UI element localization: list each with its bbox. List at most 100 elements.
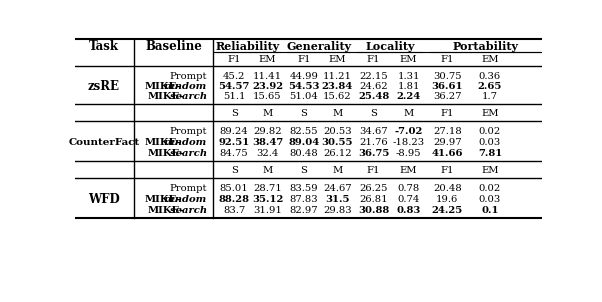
Text: Prompt: Prompt: [170, 72, 207, 81]
Text: 0.1: 0.1: [481, 206, 498, 215]
Text: EM: EM: [329, 55, 346, 64]
Text: search: search: [170, 149, 207, 158]
Text: 29.97: 29.97: [433, 138, 462, 147]
Text: 89.24: 89.24: [220, 127, 249, 136]
Text: F1: F1: [367, 55, 380, 64]
Text: 7.81: 7.81: [478, 149, 502, 158]
Text: 54.53: 54.53: [288, 82, 320, 91]
Text: S: S: [300, 109, 307, 118]
Text: 87.83: 87.83: [290, 195, 318, 204]
Text: 15.62: 15.62: [323, 92, 352, 101]
Text: 0.03: 0.03: [479, 138, 501, 147]
Text: EM: EM: [400, 55, 417, 64]
Text: zsRE: zsRE: [88, 80, 120, 93]
Text: 38.47: 38.47: [252, 138, 283, 147]
Text: 0.02: 0.02: [479, 127, 501, 136]
Text: 29.82: 29.82: [253, 127, 282, 136]
Text: 36.75: 36.75: [358, 149, 389, 158]
Text: Baseline: Baseline: [145, 40, 202, 53]
Text: 0.83: 0.83: [396, 206, 421, 215]
Text: EM: EM: [481, 166, 498, 175]
Text: 51.04: 51.04: [290, 92, 318, 101]
Text: S: S: [231, 166, 238, 175]
Text: 28.71: 28.71: [253, 184, 282, 193]
Text: 23.92: 23.92: [252, 82, 283, 91]
Text: 24.67: 24.67: [323, 184, 352, 193]
Text: -7.02: -7.02: [394, 127, 423, 136]
Text: 34.67: 34.67: [359, 127, 388, 136]
Text: 83.59: 83.59: [290, 184, 318, 193]
Text: search: search: [170, 206, 207, 215]
Text: 29.83: 29.83: [323, 206, 352, 215]
Text: Task: Task: [89, 40, 119, 53]
Text: 1.81: 1.81: [397, 82, 420, 91]
Text: 92.51: 92.51: [219, 138, 250, 147]
Text: -8.95: -8.95: [396, 149, 421, 158]
Text: random: random: [164, 195, 207, 204]
Text: F1: F1: [228, 55, 241, 64]
Text: 20.53: 20.53: [323, 127, 352, 136]
Text: Generality: Generality: [286, 41, 351, 52]
Text: EM: EM: [400, 166, 417, 175]
Text: 30.88: 30.88: [358, 206, 389, 215]
Text: Prompt: Prompt: [170, 184, 207, 193]
Text: MIKE-: MIKE-: [145, 82, 181, 91]
Text: 44.99: 44.99: [290, 72, 318, 81]
Text: 85.01: 85.01: [220, 184, 249, 193]
Text: 0.78: 0.78: [397, 184, 420, 193]
Text: MIKE-: MIKE-: [147, 206, 184, 215]
Text: 23.84: 23.84: [321, 82, 353, 91]
Text: 0.02: 0.02: [479, 184, 501, 193]
Text: 45.2: 45.2: [223, 72, 245, 81]
Text: 26.25: 26.25: [359, 184, 388, 193]
Text: MIKE-: MIKE-: [145, 138, 181, 147]
Text: 31.5: 31.5: [325, 195, 349, 204]
Text: 89.04: 89.04: [288, 138, 320, 147]
Text: EM: EM: [481, 55, 498, 64]
Text: 0.03: 0.03: [479, 195, 501, 204]
Text: Prompt: Prompt: [170, 127, 207, 136]
Text: F1: F1: [297, 55, 311, 64]
Text: EM: EM: [481, 109, 498, 118]
Text: 19.6: 19.6: [436, 195, 458, 204]
Text: 22.15: 22.15: [359, 72, 388, 81]
Text: 11.41: 11.41: [253, 72, 282, 81]
Text: WFD: WFD: [88, 193, 120, 206]
Text: S: S: [300, 166, 307, 175]
Text: 21.76: 21.76: [359, 138, 388, 147]
Text: random: random: [164, 138, 207, 147]
Text: 36.27: 36.27: [433, 92, 462, 101]
Text: S: S: [231, 109, 238, 118]
Text: 20.48: 20.48: [433, 184, 462, 193]
Text: 1.31: 1.31: [397, 72, 420, 81]
Text: 0.74: 0.74: [397, 195, 420, 204]
Text: 26.81: 26.81: [359, 195, 388, 204]
Text: MIKE-: MIKE-: [147, 149, 184, 158]
Text: 32.4: 32.4: [256, 149, 279, 158]
Text: 36.61: 36.61: [432, 82, 463, 91]
Text: search: search: [170, 92, 207, 101]
Text: random: random: [164, 82, 207, 91]
Text: 1.7: 1.7: [482, 92, 498, 101]
Text: M: M: [332, 166, 343, 175]
Text: 27.18: 27.18: [433, 127, 462, 136]
Text: 11.21: 11.21: [323, 72, 352, 81]
Text: 83.7: 83.7: [223, 206, 245, 215]
Text: Portability: Portability: [452, 41, 518, 52]
Text: M: M: [332, 109, 343, 118]
Text: 25.48: 25.48: [358, 92, 389, 101]
Text: CounterFact: CounterFact: [68, 138, 140, 147]
Text: 24.62: 24.62: [359, 82, 388, 91]
Text: 84.75: 84.75: [220, 149, 249, 158]
Text: F1: F1: [441, 109, 454, 118]
Text: F1: F1: [441, 55, 454, 64]
Text: 35.12: 35.12: [252, 195, 283, 204]
Text: EM: EM: [259, 55, 276, 64]
Text: 24.25: 24.25: [432, 206, 463, 215]
Text: F1: F1: [441, 166, 454, 175]
Text: F1: F1: [367, 166, 380, 175]
Text: -18.23: -18.23: [393, 138, 424, 147]
Text: 30.55: 30.55: [321, 138, 353, 147]
Text: 82.55: 82.55: [290, 127, 318, 136]
Text: 54.57: 54.57: [219, 82, 250, 91]
